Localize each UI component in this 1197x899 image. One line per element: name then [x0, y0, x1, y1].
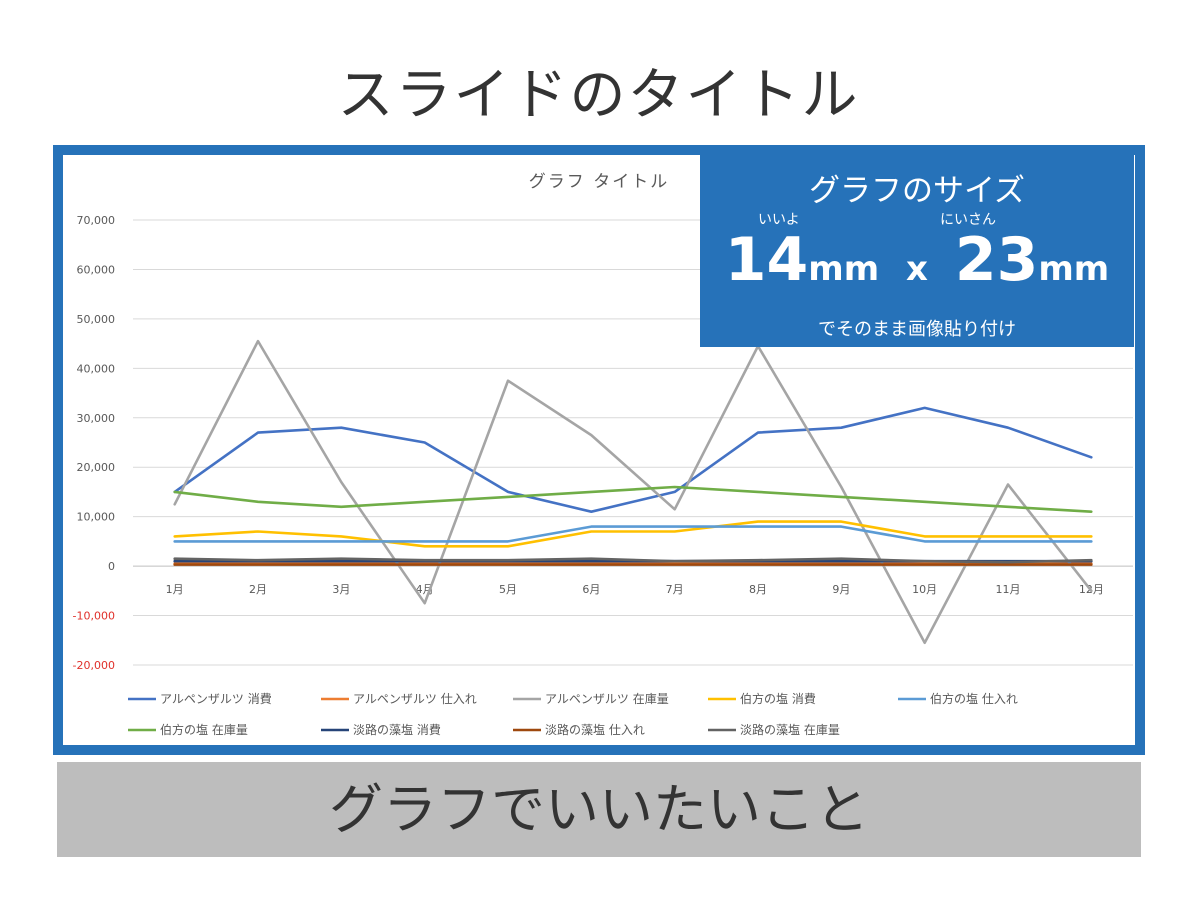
y-tick-label: 50,000	[77, 313, 116, 326]
x-tick-label: 5月	[499, 583, 517, 596]
series-line-6	[173, 485, 1093, 514]
legend-label: 伯方の塩 在庫量	[160, 722, 248, 737]
legend-label: 淡路の藻塩 仕入れ	[545, 722, 645, 737]
x-tick-label: 8月	[749, 583, 767, 596]
y-tick-label: 20,000	[77, 461, 116, 474]
legend-label: アルペンザルツ 消費	[160, 691, 272, 706]
y-tick-label: 0	[108, 560, 115, 573]
size-width-unit: mm	[808, 249, 880, 289]
x-tick-label: 9月	[832, 583, 850, 596]
y-tick-label: 70,000	[77, 214, 116, 227]
x-tick-label: 3月	[332, 583, 350, 596]
x-tick-label: 10月	[912, 583, 937, 596]
series-line-5	[173, 525, 1093, 543]
series-line-3	[173, 339, 1093, 645]
series-line-9	[173, 557, 1093, 564]
y-tick-label: 30,000	[77, 412, 116, 425]
legend-label: 伯方の塩 消費	[740, 691, 816, 706]
x-tick-label: 1月	[166, 583, 184, 596]
ruby-reading-left: いいよ	[758, 212, 800, 228]
size-callout-title: グラフのサイズ	[808, 173, 1026, 209]
series-line-4	[173, 520, 1093, 548]
y-tick-label: -20,000	[73, 659, 115, 672]
x-tick-label: 2月	[249, 583, 267, 596]
legend-label: 伯方の塩 仕入れ	[930, 691, 1018, 706]
y-tick-label: -10,000	[73, 610, 115, 623]
size-value: 14mm x 23mm	[700, 225, 1134, 295]
y-tick-label: 40,000	[77, 362, 116, 375]
x-tick-label: 7月	[666, 583, 684, 596]
x-tick-label: 6月	[582, 583, 600, 596]
series-line-1	[173, 406, 1093, 514]
graph-size-callout: グラフのサイズ いいよ にいさん 14mm x 23mm でそのまま画像貼り付け	[700, 155, 1134, 347]
size-width-value: 14	[724, 225, 809, 295]
chart-title: グラフ タイトル	[529, 172, 669, 192]
size-height-unit: mm	[1038, 249, 1110, 289]
size-separator: x	[906, 249, 928, 289]
ruby-reading-right: にいさん	[940, 212, 996, 228]
message-bar: グラフでいいたいこと	[57, 762, 1141, 857]
y-tick-label: 10,000	[77, 511, 116, 524]
x-tick-label: 11月	[996, 583, 1021, 596]
size-callout-note: でそのまま画像貼り付け	[818, 319, 1016, 340]
slide-title: スライドのタイトル	[337, 63, 860, 128]
legend-label: アルペンザルツ 仕入れ	[353, 692, 477, 706]
size-height-value: 23	[954, 225, 1039, 295]
legend-label: 淡路の藻塩 消費	[353, 722, 441, 737]
legend-label: アルペンザルツ 在庫量	[545, 692, 669, 706]
legend-label: 淡路の藻塩 在庫量	[740, 722, 840, 737]
y-tick-label: 60,000	[77, 263, 116, 276]
